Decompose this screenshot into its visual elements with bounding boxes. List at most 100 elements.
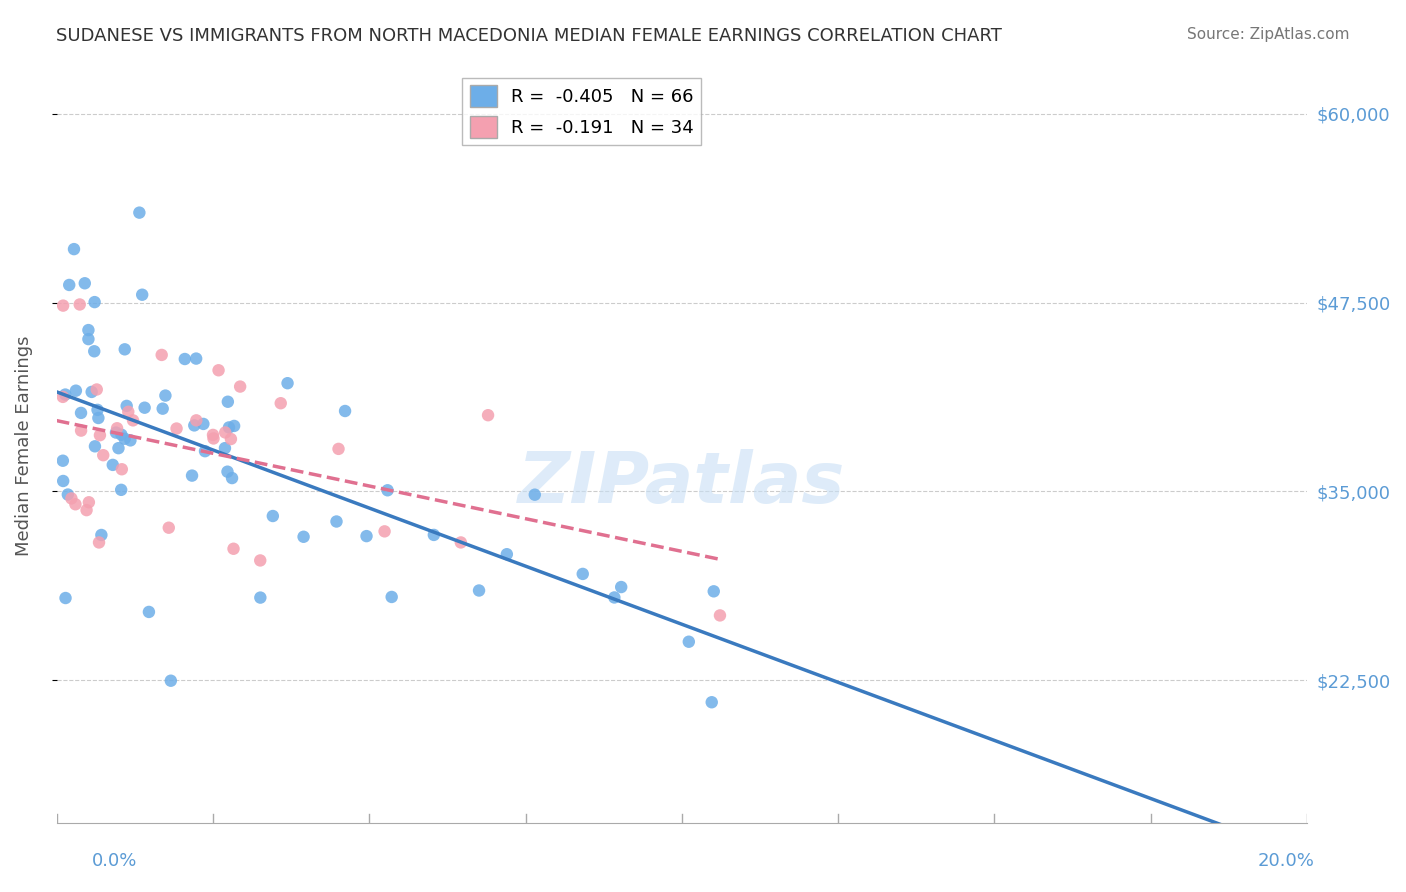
Point <box>217 465 239 479</box>
Point <box>83 344 105 359</box>
Point <box>120 434 142 448</box>
Point <box>214 425 236 440</box>
Point <box>53 387 76 401</box>
Point <box>277 376 299 391</box>
Text: SUDANESE VS IMMIGRANTS FROM NORTH MACEDONIA MEDIAN FEMALE EARNINGS CORRELATION C: SUDANESE VS IMMIGRANTS FROM NORTH MACEDO… <box>56 27 1002 45</box>
Text: Source: ZipAtlas.com: Source: ZipAtlas.com <box>1187 27 1350 42</box>
Point <box>104 425 127 440</box>
Point <box>73 277 96 291</box>
Point <box>60 491 83 506</box>
Point <box>117 405 139 419</box>
Point <box>52 299 75 313</box>
Point <box>571 566 593 581</box>
Point <box>58 277 80 292</box>
Point <box>107 441 129 455</box>
Point <box>186 351 208 366</box>
Point <box>202 432 225 446</box>
Point <box>128 205 150 219</box>
Point <box>52 474 75 488</box>
Point <box>90 528 112 542</box>
Point <box>84 439 107 453</box>
Point <box>328 442 350 456</box>
Point <box>101 458 124 472</box>
Point <box>523 488 546 502</box>
Point <box>678 634 700 648</box>
Point <box>110 483 132 497</box>
Legend: R =  -0.405   N = 66, R =  -0.191   N = 34: R = -0.405 N = 66, R = -0.191 N = 34 <box>463 78 702 145</box>
Point <box>603 591 626 605</box>
Point <box>105 421 128 435</box>
Point <box>173 351 195 366</box>
Point <box>56 487 79 501</box>
Point <box>52 390 75 404</box>
Text: 20.0%: 20.0% <box>1258 852 1315 870</box>
Point <box>229 379 252 393</box>
Point <box>70 424 93 438</box>
Point <box>69 297 91 311</box>
Point <box>114 432 136 446</box>
Point <box>183 418 205 433</box>
Point <box>65 497 87 511</box>
Point <box>495 547 517 561</box>
Point <box>77 332 100 346</box>
Point <box>76 503 98 517</box>
Point <box>77 495 100 509</box>
Point <box>214 441 236 455</box>
Point <box>377 483 399 498</box>
Point <box>292 530 315 544</box>
Point <box>181 468 204 483</box>
Point <box>70 406 93 420</box>
Point <box>166 421 188 435</box>
Point <box>201 428 224 442</box>
Point <box>83 295 105 310</box>
Point <box>249 591 271 605</box>
Point <box>374 524 396 539</box>
Point <box>52 454 75 468</box>
Point <box>150 348 173 362</box>
Point <box>55 591 77 605</box>
Point <box>91 448 114 462</box>
Point <box>111 462 134 476</box>
Point <box>115 399 138 413</box>
Point <box>110 427 132 442</box>
Point <box>262 508 284 523</box>
Point <box>700 695 723 709</box>
Point <box>152 401 174 416</box>
Point <box>87 411 110 425</box>
Point <box>134 401 156 415</box>
Point <box>218 420 240 434</box>
Point <box>450 535 472 549</box>
Point <box>86 383 108 397</box>
Point <box>356 529 378 543</box>
Point <box>224 418 246 433</box>
Point <box>87 535 110 549</box>
Text: ZIPatlas: ZIPatlas <box>519 450 845 518</box>
Point <box>221 471 243 485</box>
Point <box>325 515 347 529</box>
Point <box>63 242 86 256</box>
Point <box>477 408 499 422</box>
Point <box>194 444 217 458</box>
Y-axis label: Median Female Earnings: Median Female Earnings <box>15 335 32 557</box>
Point <box>381 590 404 604</box>
Point <box>703 584 725 599</box>
Point <box>86 402 108 417</box>
Point <box>270 396 292 410</box>
Point <box>186 413 208 427</box>
Point <box>217 394 239 409</box>
Point <box>468 583 491 598</box>
Point <box>65 384 87 398</box>
Point <box>155 388 177 402</box>
Point <box>89 428 111 442</box>
Point <box>222 541 245 556</box>
Point <box>77 323 100 337</box>
Point <box>333 404 356 418</box>
Text: 0.0%: 0.0% <box>91 852 136 870</box>
Point <box>131 287 153 301</box>
Point <box>122 413 145 427</box>
Point <box>249 553 271 567</box>
Point <box>423 528 446 542</box>
Point <box>219 432 242 446</box>
Point <box>610 580 633 594</box>
Point <box>157 521 180 535</box>
